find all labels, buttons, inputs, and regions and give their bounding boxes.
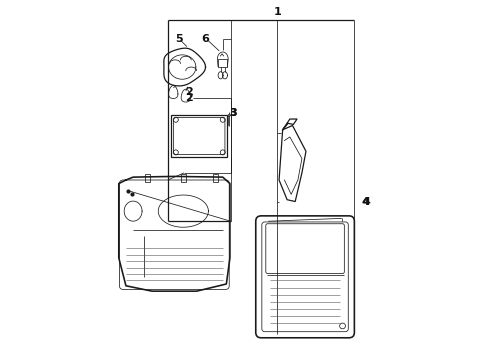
Text: 4: 4 (361, 197, 369, 207)
Bar (145, 174, 150, 182)
Bar (181, 174, 186, 182)
Bar (172, 116, 227, 157)
Text: 2: 2 (186, 93, 193, 103)
Bar (213, 174, 218, 182)
Text: 1: 1 (273, 7, 281, 17)
Text: 6: 6 (201, 34, 209, 44)
Text: 3: 3 (230, 108, 237, 118)
Text: 5: 5 (175, 34, 182, 44)
Text: 3: 3 (230, 108, 237, 118)
Text: 4: 4 (362, 197, 370, 207)
Bar (218, 59, 227, 67)
Text: 2: 2 (186, 87, 193, 97)
